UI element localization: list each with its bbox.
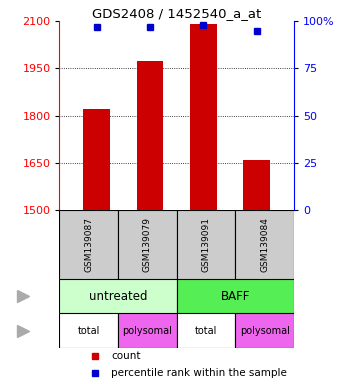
Bar (177, 210, 235, 279)
Title: GDS2408 / 1452540_a_at: GDS2408 / 1452540_a_at (92, 7, 261, 20)
Bar (137, 61, 164, 210)
Text: count: count (111, 351, 141, 361)
Bar (177, 313, 235, 348)
Text: total: total (195, 326, 217, 336)
Text: GSM139091: GSM139091 (202, 217, 210, 272)
Bar (190, 24, 217, 210)
Bar (235, 313, 294, 348)
Bar (59, 313, 118, 348)
Bar (243, 160, 270, 210)
Text: total: total (78, 326, 100, 336)
Text: percentile rank within the sample: percentile rank within the sample (111, 369, 287, 379)
Text: polysomal: polysomal (122, 326, 172, 336)
Text: GSM139084: GSM139084 (260, 217, 269, 272)
Bar (118, 313, 177, 348)
Text: GSM139087: GSM139087 (84, 217, 93, 272)
Bar (59, 279, 177, 313)
Bar (177, 279, 294, 313)
Bar (84, 109, 110, 210)
Bar (118, 210, 177, 279)
Bar (59, 210, 118, 279)
Text: untreated: untreated (89, 290, 148, 303)
Text: BAFF: BAFF (221, 290, 250, 303)
Text: GSM139079: GSM139079 (143, 217, 152, 272)
Bar (235, 210, 294, 279)
Text: polysomal: polysomal (240, 326, 290, 336)
